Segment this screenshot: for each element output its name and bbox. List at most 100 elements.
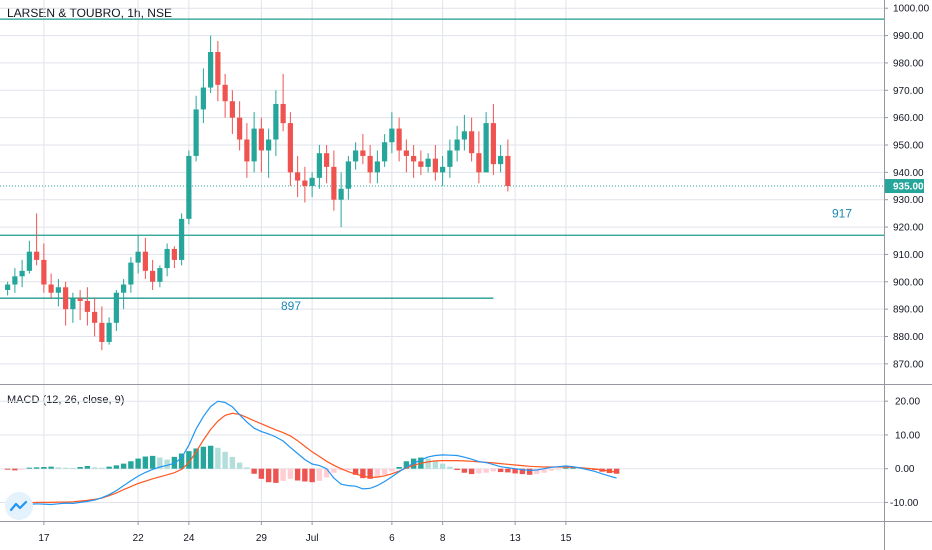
histogram-bar [236, 462, 243, 469]
histogram-bar [33, 467, 40, 469]
candle-body [222, 84, 228, 102]
histogram-bar [164, 459, 170, 469]
candle-body [237, 117, 243, 140]
candle-body [498, 155, 504, 165]
histogram-bar [476, 468, 482, 474]
candle-body [41, 259, 47, 285]
candle-body [432, 158, 438, 173]
candle-body [331, 166, 337, 200]
time-axis-label: 22 [133, 533, 145, 544]
candle-body [70, 298, 76, 310]
histogram-bar [345, 468, 352, 471]
candle-body [389, 128, 395, 143]
candle-body [63, 287, 69, 310]
histogram-bar [432, 460, 439, 469]
histogram-bar [251, 468, 257, 474]
candle-body [345, 161, 351, 189]
histogram-bar [497, 468, 504, 473]
grid-lines [0, 0, 884, 521]
histogram-bar [280, 468, 286, 481]
histogram-bar [309, 468, 315, 483]
candle-body [34, 251, 40, 260]
candle-body [84, 300, 90, 312]
macd-indicator-title[interactable]: MACD (12, 26, close, 9) [7, 394, 125, 406]
tradingview-logo-icon[interactable] [5, 492, 33, 520]
histogram-bar [287, 468, 294, 479]
histogram-bar [4, 468, 11, 470]
candle-body [113, 292, 119, 323]
histogram-bar [468, 468, 475, 475]
candle-body [164, 248, 170, 269]
candle-body [258, 128, 264, 151]
candlesticks [5, 35, 511, 351]
price-axis-label: 900.00 [893, 277, 924, 288]
candle-body [26, 251, 32, 271]
candle-body [338, 188, 344, 200]
candle-body [360, 150, 366, 156]
price-axis-label: 920.00 [893, 223, 924, 234]
candle-body [483, 123, 489, 173]
histogram-bar [294, 468, 301, 481]
histogram-bar [526, 468, 533, 475]
price-axis-label: 940.00 [893, 168, 924, 179]
histogram-bar [505, 468, 511, 473]
candle-body [469, 131, 475, 154]
candle-body [302, 180, 308, 187]
candle-body [440, 166, 446, 173]
histogram-bar [302, 468, 308, 482]
current-price-label: 935.00 [893, 182, 924, 193]
histogram-bar [229, 456, 236, 469]
histogram-bar [178, 453, 185, 469]
candle-body [99, 322, 105, 342]
histogram-bar [258, 468, 265, 479]
candle-body [208, 51, 214, 88]
histogram-bar [41, 467, 47, 469]
macd-lines [7, 400, 617, 506]
time-axis-label: 13 [510, 533, 522, 544]
candle-body [367, 155, 373, 173]
histogram-bar [425, 458, 431, 469]
candle-body [476, 153, 482, 173]
histogram-bar [106, 466, 112, 469]
candle-body [324, 153, 330, 167]
histogram-bar [186, 451, 192, 469]
level-label: 897 [281, 299, 301, 313]
price-axis-label: 990.00 [893, 31, 924, 42]
candle-body [251, 128, 257, 162]
candle-body [193, 109, 199, 156]
price-axis-label: 1000.00 [893, 4, 930, 15]
histogram-bar [26, 467, 33, 469]
candle-body [157, 268, 163, 282]
time-axis-label: 15 [560, 533, 572, 544]
candle-body [374, 161, 380, 173]
candle-body [461, 131, 467, 140]
candle-body [92, 311, 98, 323]
candle-body [179, 218, 185, 260]
candle-body [505, 155, 511, 187]
price-axis-label: 970.00 [893, 86, 924, 97]
histogram-bar [244, 467, 250, 469]
histogram-bar [12, 468, 18, 471]
histogram-bar [135, 458, 141, 469]
histogram-bar [265, 468, 272, 483]
histogram-bar [490, 468, 497, 472]
histogram-bar [120, 463, 127, 469]
candle-body [200, 87, 206, 110]
histogram-bar [222, 451, 228, 469]
candle-body [142, 251, 148, 271]
candle-body [403, 150, 409, 156]
time-axis-label: 29 [256, 533, 268, 544]
candle-body [418, 161, 424, 167]
candle-body [77, 298, 83, 301]
histogram-bar [403, 461, 410, 469]
price-axis-label: 910.00 [893, 250, 924, 261]
histogram-bar [483, 468, 489, 473]
histogram-bar [396, 467, 402, 469]
histogram-bar [563, 467, 569, 469]
histogram-bar [367, 468, 373, 479]
candle-body [280, 103, 286, 124]
candle-body [382, 142, 388, 162]
price-axis-label: 950.00 [893, 140, 924, 151]
